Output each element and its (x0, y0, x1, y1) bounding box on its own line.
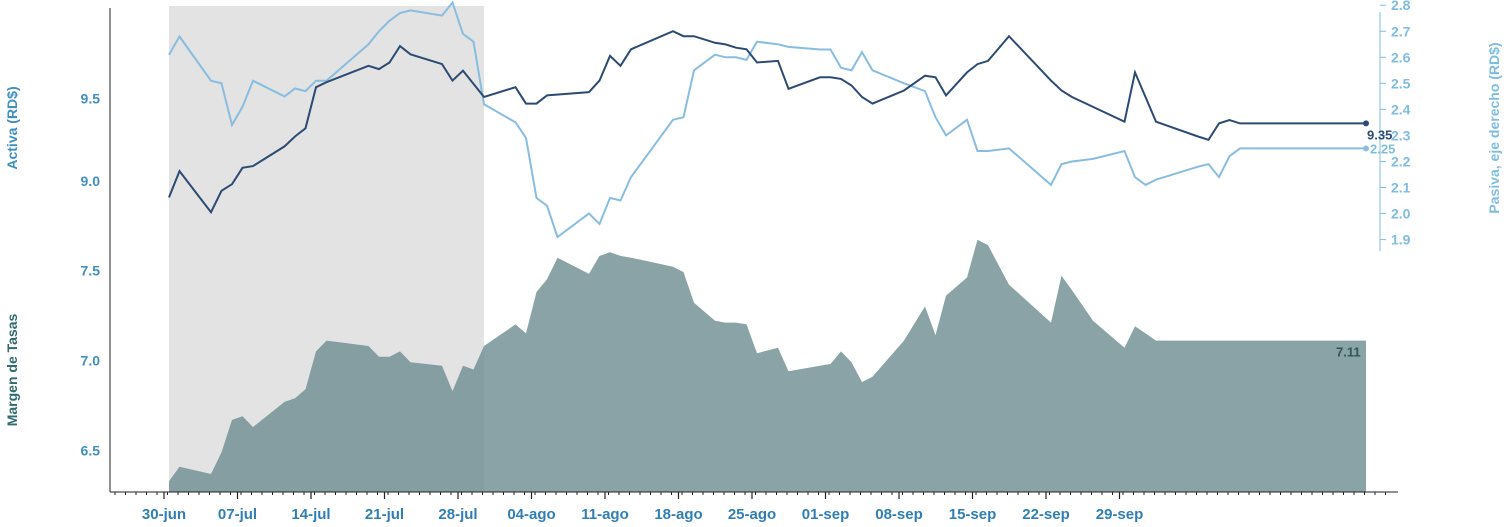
left-axis-ticks: 9.0 9.5 (81, 91, 101, 189)
pasiva-line (168, 0, 1366, 239)
x-tick-label: 21-jul (365, 506, 404, 523)
left-tick-label: 9.5 (81, 91, 101, 107)
right-tick-label: 2.3 (1391, 127, 1411, 143)
x-tick-label: 14-jul (291, 506, 330, 523)
pasiva-end-marker (1363, 145, 1369, 152)
margin-axis-ticks: 6.5 7.0 7.5 (81, 262, 101, 458)
margin-tick-label: 6.5 (81, 443, 101, 459)
x-tick-label: 04-ago (507, 506, 555, 523)
x-tick-label: 08-sep (875, 506, 923, 523)
x-tick-label: 11-ago (581, 506, 629, 523)
x-tick-label: 22-sep (1022, 506, 1070, 523)
margin-tick-label: 7.5 (81, 262, 101, 278)
margen-area (169, 239, 1366, 492)
x-tick-label: 25-ago (728, 506, 776, 523)
activa-end-label: 9.35 (1367, 127, 1392, 142)
right-axis-ticks: 1.9 2.0 2.1 2.2 2.3 2.4 2.5 2.6 2.7 2.8 (1380, 0, 1411, 248)
margin-axis-title: Margen de Tasas (4, 314, 20, 427)
pasiva-end-label: 2.25 (1370, 141, 1395, 156)
x-axis-ticks: 30-jun 07-jul 14-jul 21-jul 28-jul 04-ago 11-a… (142, 492, 1143, 523)
right-tick-label: 2.8 (1391, 0, 1411, 13)
x-tick-label: 15-sep (949, 506, 997, 523)
x-tick-label: 07-jul (218, 506, 257, 523)
right-tick-label: 2.6 (1391, 49, 1411, 65)
right-tick-label: 1.9 (1391, 232, 1411, 248)
left-axis-title: Activa (RD$) (4, 86, 20, 169)
x-tick-label: 01-sep (802, 506, 850, 523)
right-tick-label: 2.7 (1391, 23, 1411, 39)
minor-ticks (114, 492, 1386, 495)
right-tick-label: 2.1 (1391, 180, 1411, 196)
margen-end-label: 7.11 (1336, 345, 1361, 360)
right-tick-label: 2.2 (1391, 153, 1411, 169)
right-tick-label: 2.0 (1391, 206, 1411, 222)
activa-line (168, 30, 1366, 215)
left-tick-label: 9.0 (81, 173, 101, 189)
x-tick-label: 30-jun (142, 506, 186, 523)
x-tick-label: 28-jul (438, 506, 477, 523)
right-tick-label: 2.4 (1391, 101, 1411, 117)
margin-tick-label: 7.0 (81, 352, 101, 368)
x-tick-label: 29-sep (1096, 506, 1144, 523)
right-axis-title: Pasiva, eje derecho (RD$) (1486, 42, 1502, 213)
x-tick-label: 18-ago (654, 506, 702, 523)
activa-end-marker (1363, 120, 1369, 127)
right-tick-label: 2.5 (1391, 75, 1411, 91)
